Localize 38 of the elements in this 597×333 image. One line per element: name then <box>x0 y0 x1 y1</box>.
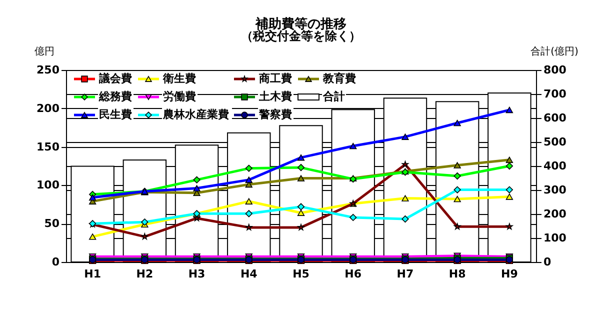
legend-label: 土木費 <box>258 90 292 103</box>
x-tick-label: H6 <box>344 268 362 280</box>
y2-tick-label: 400 <box>544 160 567 172</box>
y-tick-label: 250 <box>36 64 60 76</box>
chart-subtitle: （税交付金等を除く） <box>241 29 361 43</box>
x-tick-label: H1 <box>84 268 102 280</box>
legend-label: 合計 <box>322 90 345 103</box>
y-tick-label: 100 <box>36 178 60 192</box>
y2-tick-label: 0 <box>544 256 552 268</box>
x-tick-label: H8 <box>448 268 466 280</box>
legend-label: 民生費 <box>99 108 132 121</box>
legend-label: 総務費 <box>98 90 132 103</box>
legend-label: 議会費 <box>98 72 132 85</box>
x-tick-label: H9 <box>500 268 518 280</box>
x-tick-label: H5 <box>292 268 310 280</box>
legend-label: 警察費 <box>258 108 292 121</box>
y2-tick-label: 300 <box>544 184 567 196</box>
y-tick-label: 150 <box>36 140 60 154</box>
y-tick-label: 50 <box>44 217 60 230</box>
y2-tick-label: 100 <box>544 232 567 244</box>
x-tick-label: H3 <box>188 268 206 280</box>
y-tick-label: 0 <box>52 256 60 268</box>
legend-label: 農林水産業費 <box>162 108 229 121</box>
y-tick-label: 200 <box>36 102 60 115</box>
y2-tick-label: 700 <box>544 88 567 100</box>
y2-tick-label: 200 <box>544 208 567 220</box>
y2-axis-title: 合計(億円) <box>530 46 578 58</box>
y2-tick-label: 800 <box>544 64 567 76</box>
x-tick-label: H4 <box>240 268 258 280</box>
legend-label: 労働費 <box>163 90 196 103</box>
y2-tick-label: 600 <box>544 112 567 124</box>
x-tick-label: H7 <box>396 268 414 280</box>
legend-label: 教育費 <box>322 72 356 85</box>
legend-label: 衛生費 <box>162 72 196 85</box>
legend-label: 商工費 <box>258 72 292 85</box>
y2-tick-label: 500 <box>544 136 567 148</box>
x-tick-label: H2 <box>136 268 154 280</box>
y-axis-title: 億円 <box>34 46 54 58</box>
